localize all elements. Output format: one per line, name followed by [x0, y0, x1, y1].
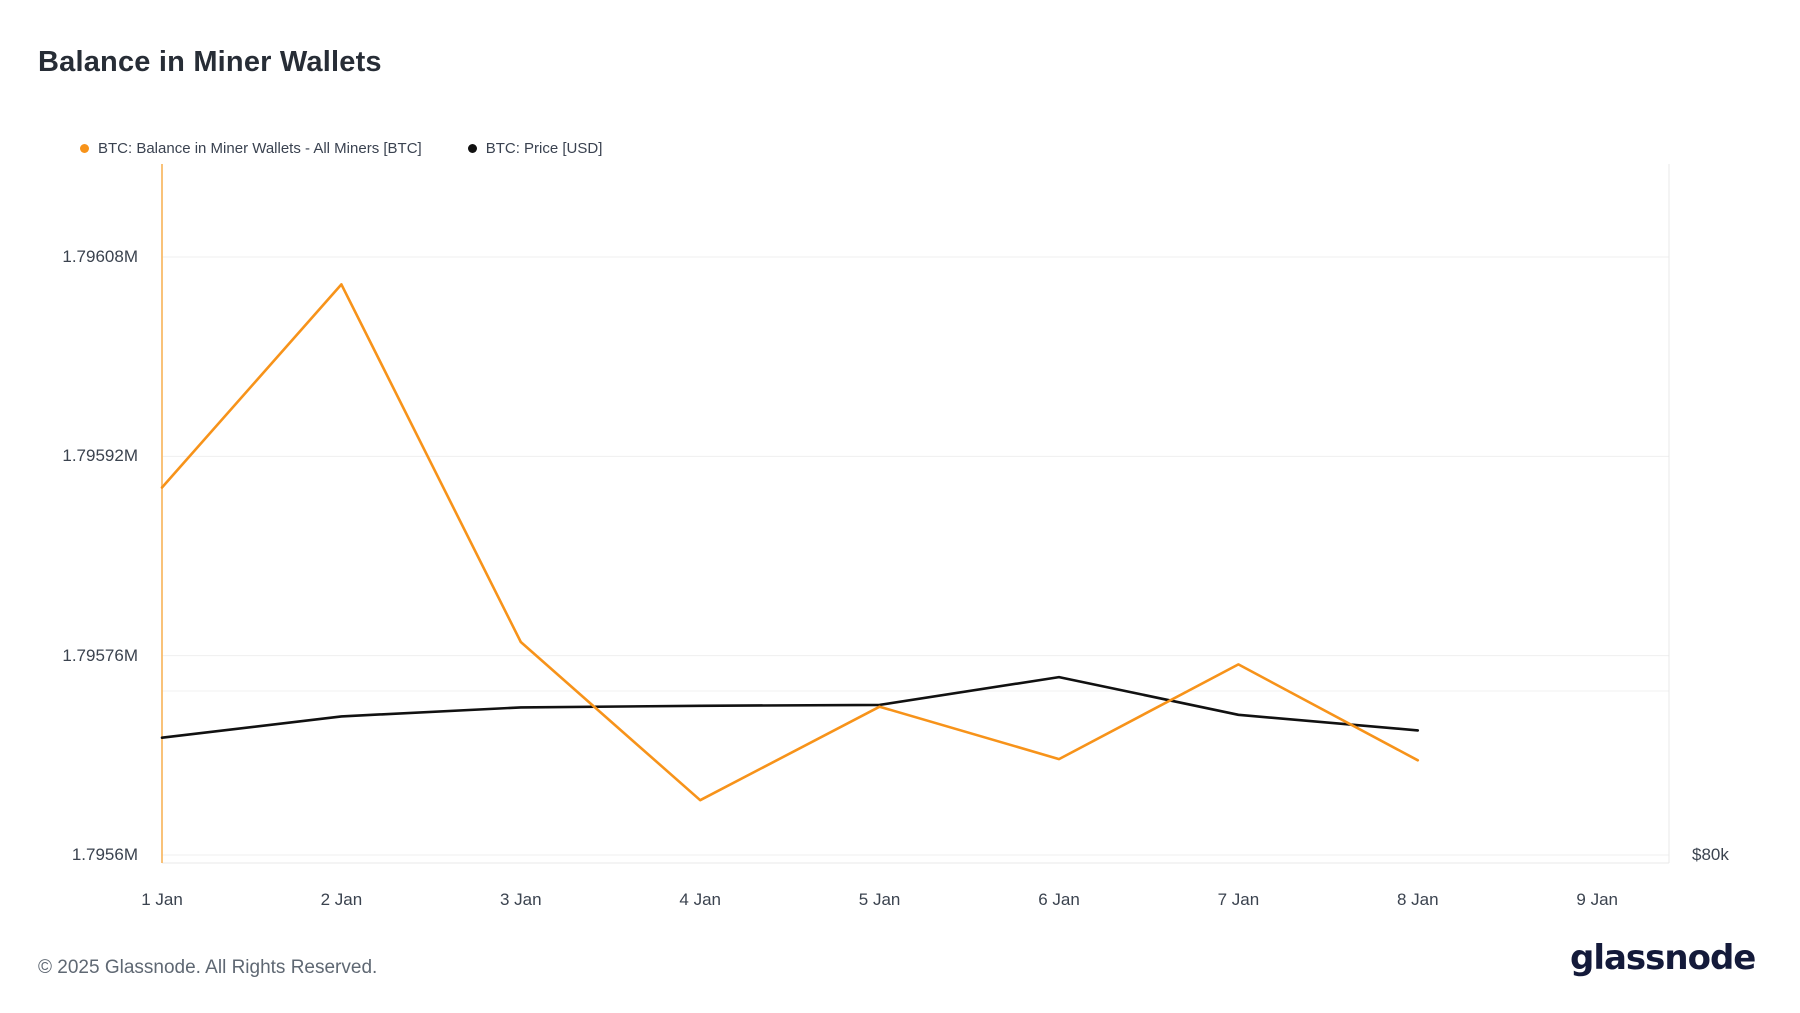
x-axis-tick-label: 2 Jan [320, 890, 363, 909]
x-axis-tick-label: 9 Jan [1576, 890, 1618, 909]
legend-label-price: BTC: Price [USD] [485, 140, 603, 157]
x-axis-tick-label: 5 Jan [858, 890, 901, 909]
glassnode-logo: glassnode [1570, 938, 1756, 978]
x-axis-tick-label: 1 Jan [141, 890, 183, 909]
x-axis-tick-label: 8 Jan [1397, 890, 1439, 909]
y-axis-tick-label: 1.79608M [62, 247, 138, 266]
y-axis-tick-label: 1.7956M [71, 845, 138, 864]
legend-item-price[interactable]: BTC: Price [USD] [467, 140, 603, 157]
legend-swatch-orange-icon [80, 144, 89, 153]
x-axis-tick-label: 7 Jan [1217, 890, 1260, 909]
y-axis-tick-label: 1.79592M [62, 446, 138, 466]
price-line [160, 675, 1420, 740]
miner-balance-line [160, 283, 1420, 802]
copyright-text: © 2025 Glassnode. All Rights Reserved. [38, 957, 378, 978]
legend-swatch-black-icon [467, 144, 477, 153]
right-axis-tick-label: $80k [1692, 845, 1729, 864]
legend-label-miner-balance: BTC: Balance in Miner Wallets - All Mine… [98, 140, 422, 157]
x-axis-tick-label: 6 Jan [1038, 890, 1080, 909]
x-axis-tick-label: 3 Jan [500, 890, 542, 909]
legend-item-miner-balance[interactable]: BTC: Balance in Miner Wallets - All Mine… [80, 140, 422, 157]
y-axis-tick-label: 1.79576M [62, 645, 138, 665]
page-title: Balance in Miner Wallets [38, 46, 382, 78]
x-axis-tick-label: 4 Jan [679, 890, 721, 909]
legend: BTC: Balance in Miner Wallets - All Mine… [80, 140, 602, 157]
